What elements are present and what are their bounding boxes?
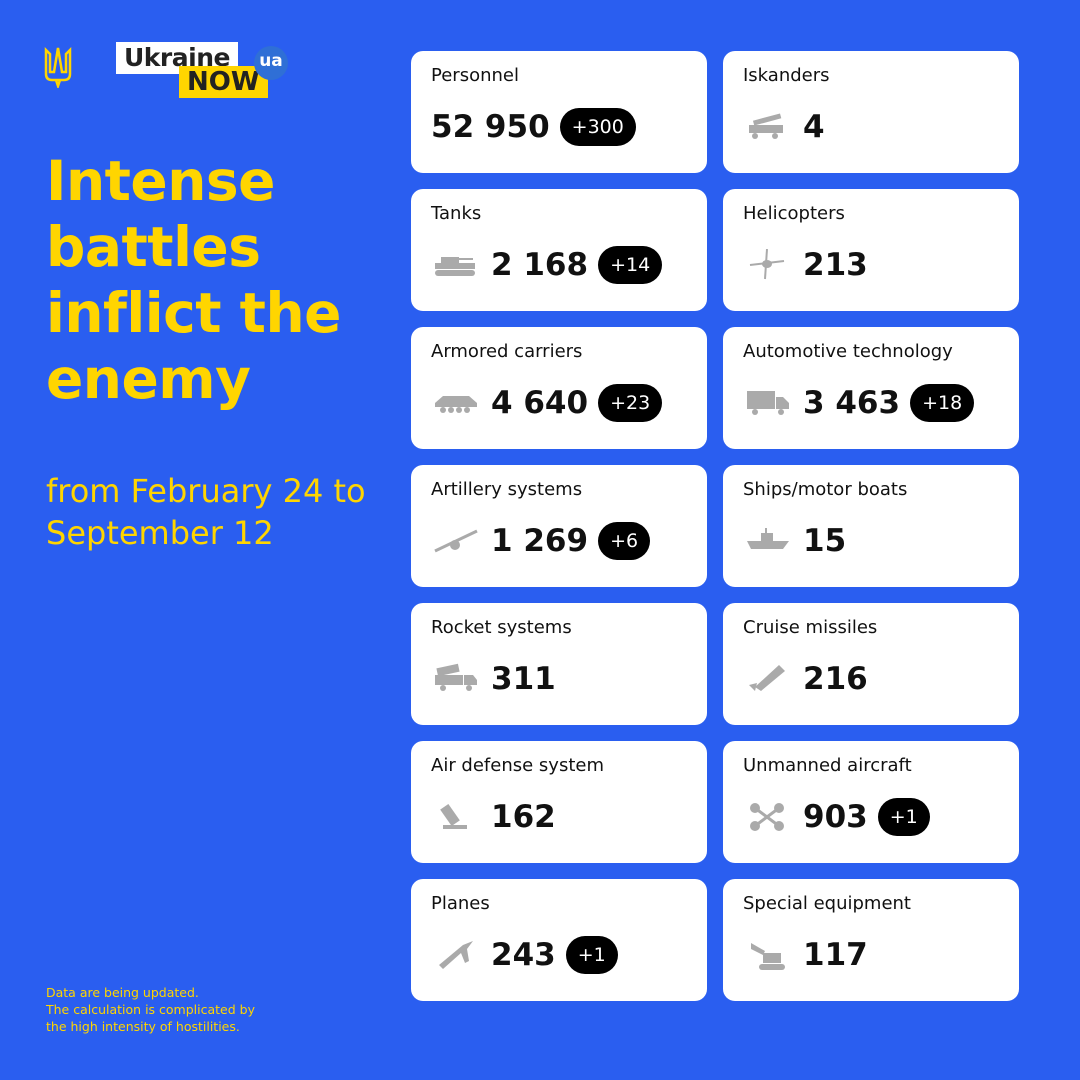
stat-delta-badge: +23 (598, 384, 663, 422)
stat-card: Helicopters 213 (723, 189, 1019, 311)
stat-row: 903 +1 (743, 797, 930, 837)
stat-card: Special equipment 117 (723, 879, 1019, 1001)
stat-label: Air defense system (431, 755, 605, 776)
helicopter-icon (743, 248, 793, 282)
tank-icon (431, 248, 481, 282)
headline: Intense battles inflict the enemy (46, 149, 341, 411)
stat-label: Armored carriers (431, 341, 583, 362)
stat-value: 1 269 (491, 523, 589, 559)
stat-delta-badge: +300 (559, 108, 636, 146)
stat-row: 3 463 +18 (743, 383, 975, 423)
artillery-icon (431, 524, 481, 558)
date-range: from February 24 to September 12 (46, 472, 366, 552)
stat-value: 15 (803, 523, 847, 559)
stat-card: Armored carriers 4 640 +23 (411, 327, 707, 449)
stat-row: 4 (743, 107, 825, 147)
stat-label: Helicopters (743, 203, 845, 224)
stat-label: Rocket systems (431, 617, 572, 638)
stat-card: Automotive technology 3 463 +18 (723, 327, 1019, 449)
stat-label: Tanks (431, 203, 482, 224)
trident-emblem-icon (44, 46, 72, 88)
drone-icon (743, 800, 793, 834)
stat-delta-badge: +1 (565, 936, 618, 974)
footnote-line: the high intensity of hostilities. (46, 1019, 240, 1034)
stat-label: Planes (431, 893, 490, 914)
stat-row: 162 (431, 797, 556, 837)
stat-row: 2 168 +14 (431, 245, 663, 285)
stat-row: 213 (743, 245, 868, 285)
stat-card: Personnel 52 950 +300 (411, 51, 707, 173)
stat-label: Special equipment (743, 893, 911, 914)
stat-label: Personnel (431, 65, 519, 86)
stat-label: Iskanders (743, 65, 830, 86)
stat-delta-badge: +6 (598, 522, 651, 560)
stat-row: 4 640 +23 (431, 383, 663, 423)
stat-card: Planes 243 +1 (411, 879, 707, 1001)
air-defense-icon (431, 800, 481, 834)
ukraine-now-logo: Ukraine NOW ua (116, 42, 291, 102)
footnote: Data are being updated. The calculation … (46, 984, 326, 1035)
stat-card: Rocket systems 311 (411, 603, 707, 725)
stat-value: 2 168 (491, 247, 589, 283)
stat-value: 117 (803, 937, 868, 973)
stat-value: 311 (491, 661, 556, 697)
stat-label: Artillery systems (431, 479, 583, 500)
stat-value: 243 (491, 937, 556, 973)
stat-value: 4 (803, 109, 825, 145)
stat-row: 311 (431, 659, 556, 699)
stat-row: 117 (743, 935, 868, 975)
missile-icon (743, 662, 793, 696)
rocket-launcher-icon (431, 662, 481, 696)
stat-row: 15 (743, 521, 846, 561)
stat-row: 1 269 +6 (431, 521, 651, 561)
stat-card: Unmanned aircraft 903 +1 (723, 741, 1019, 863)
logo-badge: ua (254, 46, 288, 80)
stat-card: Air defense system 162 (411, 741, 707, 863)
stat-label: Automotive technology (743, 341, 953, 362)
stat-card: Cruise missiles 216 (723, 603, 1019, 725)
stat-value: 3 463 (803, 385, 901, 421)
stat-card: Artillery systems 1 269 +6 (411, 465, 707, 587)
stat-card: Ships/motor boats 15 (723, 465, 1019, 587)
logo-line1: Ukraine (116, 42, 238, 74)
armored-carrier-icon (431, 386, 481, 420)
footnote-line: The calculation is complicated by (46, 1002, 255, 1017)
stat-value: 903 (803, 799, 868, 835)
stat-row: 243 +1 (431, 935, 618, 975)
stat-label: Ships/motor boats (743, 479, 908, 500)
stat-value: 213 (803, 247, 868, 283)
stat-row: 216 (743, 659, 868, 699)
stat-card: Tanks 2 168 +14 (411, 189, 707, 311)
logo-line2: NOW (179, 66, 268, 98)
ship-icon (743, 524, 793, 558)
plane-icon (431, 938, 481, 972)
truck-icon (743, 386, 793, 420)
stat-delta-badge: +14 (598, 246, 663, 284)
stat-value: 162 (491, 799, 556, 835)
stat-label: Unmanned aircraft (743, 755, 912, 776)
stat-card: Iskanders 4 (723, 51, 1019, 173)
footnote-line: Data are being updated. (46, 985, 199, 1000)
excavator-icon (743, 938, 793, 972)
stat-delta-badge: +18 (910, 384, 975, 422)
iskander-launcher-icon (743, 110, 793, 144)
stat-delta-badge: +1 (877, 798, 930, 836)
stat-row: 52 950 +300 (431, 107, 636, 147)
stat-label: Cruise missiles (743, 617, 878, 638)
stat-value: 52 950 (431, 109, 550, 145)
stat-value: 216 (803, 661, 868, 697)
stat-value: 4 640 (491, 385, 589, 421)
